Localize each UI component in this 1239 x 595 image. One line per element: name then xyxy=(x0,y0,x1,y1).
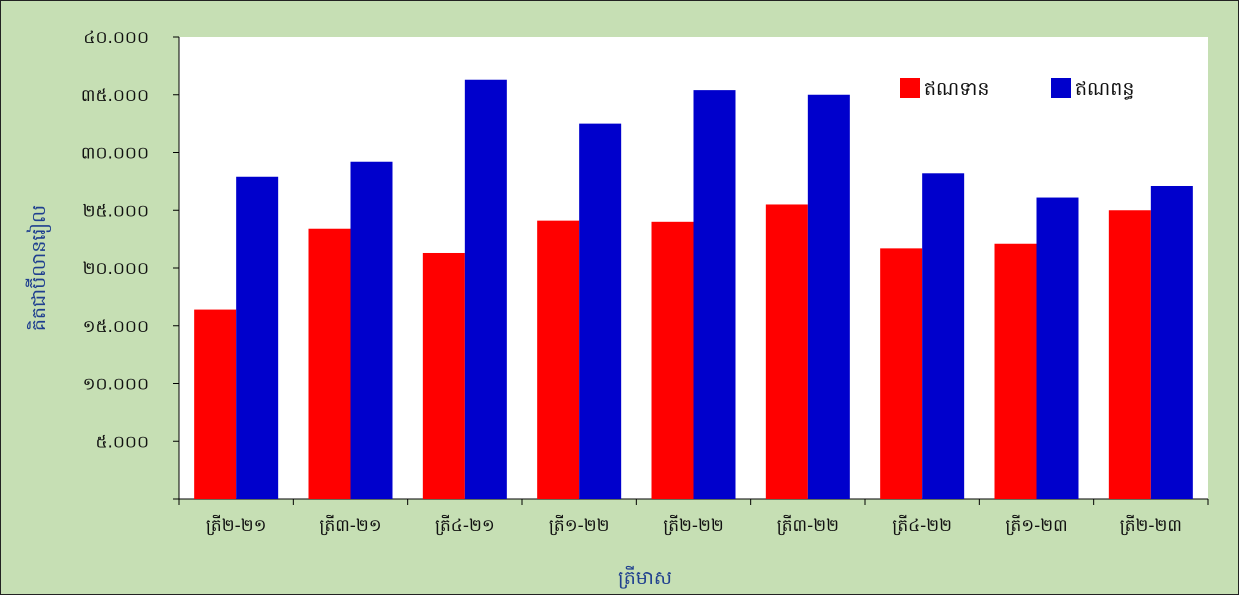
y-tick-label: ១០.០០០ xyxy=(83,375,149,395)
bar-credit xyxy=(880,248,923,499)
y-tick-label: ២៥.០០០ xyxy=(83,201,149,221)
x-tick-label: ត្រី២-២១ xyxy=(206,514,267,536)
bar-debit xyxy=(1036,197,1079,500)
legend-swatch-credit xyxy=(900,78,920,98)
bar-debit xyxy=(464,79,507,500)
y-tick-label: ៤០.០០០ xyxy=(83,28,149,48)
legend-label-credit: ឥណទាន xyxy=(924,78,989,100)
x-tick-label: ត្រី១-២២ xyxy=(549,514,610,536)
y-tick-label: ២០.០០០ xyxy=(83,259,149,279)
y-tick-label: ៥.០០០ xyxy=(95,432,149,452)
bar-debit xyxy=(922,173,965,500)
x-tick-label: ត្រី១-២៣ xyxy=(1005,514,1067,536)
x-tick-label: ត្រី៣-២២ xyxy=(777,514,839,536)
bar-debit xyxy=(350,161,393,500)
bar-credit xyxy=(422,252,465,499)
x-tick-label: ត្រី៣-២១ xyxy=(319,514,381,536)
x-tick-label: ត្រី៤-២១ xyxy=(435,514,495,536)
bar-debit xyxy=(693,90,736,499)
bar-credit xyxy=(765,204,808,499)
y-tick-label: ៣០.០០០ xyxy=(81,144,149,164)
bar-debit xyxy=(807,94,850,499)
bar-credit xyxy=(994,243,1037,499)
y-tick-label: ៣៥.០០០ xyxy=(81,86,149,106)
bars xyxy=(194,79,1193,500)
x-tick-label: ត្រី៤-២២ xyxy=(892,514,952,536)
bar-credit xyxy=(537,220,580,499)
x-axis-title: ត្រីមាស xyxy=(618,565,672,589)
legend-label-debit: ឥណពន្ធ xyxy=(1075,78,1134,100)
x-tick-label: ត្រី២-២២ xyxy=(663,514,724,536)
bar-debit xyxy=(1150,185,1193,499)
bar-credit xyxy=(308,228,351,500)
bar-credit xyxy=(651,221,694,500)
x-axis-ticks: ត្រី២-២១ ត្រី៣-២១ ត្រី៤-២១ ត្រី១-២២ ត្រី២-២២… xyxy=(178,499,1209,536)
legend-swatch-debit xyxy=(1051,78,1071,98)
bar-credit xyxy=(194,309,237,499)
bar-credit xyxy=(1108,210,1151,499)
bar-debit xyxy=(579,123,622,499)
y-tick-label: ១៥.០០០ xyxy=(83,317,149,337)
x-tick-label: ត្រី២-២៣ xyxy=(1120,514,1182,536)
y-axis-ticks: ៥.០០០ ១០.០០០ ១៥.០០០ ២០.០០០ ២៥.០០០ ៣០.០០០ ៣៥.០០… xyxy=(81,28,179,500)
y-axis-title: គិតជាប៊ីលានរៀល xyxy=(25,205,52,331)
bar-debit xyxy=(236,176,279,499)
legend: ឥណទាន ឥណពន្ធ xyxy=(900,78,1134,100)
